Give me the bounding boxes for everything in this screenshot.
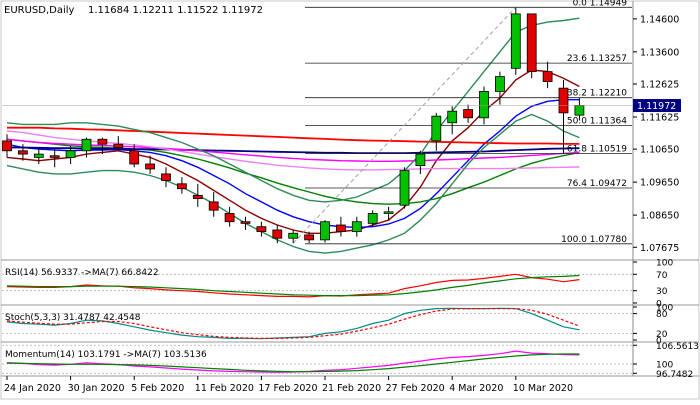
indicator-tick-label: 100 bbox=[656, 361, 673, 371]
moving-average-line bbox=[7, 126, 580, 145]
indicator-tick-label: 30 bbox=[656, 287, 668, 297]
indicator-tick-label: 80 bbox=[656, 310, 668, 320]
indicator-tick-label: 70 bbox=[656, 271, 668, 281]
bullish-candle bbox=[383, 211, 394, 214]
bearish-candle bbox=[224, 213, 235, 223]
bullish-candle bbox=[399, 170, 410, 206]
date-tick-label: 17 Feb 2020 bbox=[258, 383, 317, 394]
date-tick-label: 5 Feb 2020 bbox=[131, 383, 184, 394]
symbol-label: EURUSD,Daily bbox=[4, 5, 75, 16]
bearish-candle bbox=[17, 150, 28, 155]
indicator-series-line bbox=[6, 308, 580, 339]
date-tick-label: 11 Feb 2020 bbox=[195, 383, 254, 394]
fib-level-label: 61.8 1.10519 bbox=[567, 144, 627, 154]
moving-average-line bbox=[6, 113, 580, 254]
rsi-label: RSI(14) 56.9337 ->MA(7) 66.8422 bbox=[5, 268, 159, 278]
bearish-candle bbox=[49, 155, 60, 158]
bearish-candle bbox=[192, 194, 203, 200]
fib-level-label: 0.0 1.14949 bbox=[573, 0, 628, 8]
indicator-tick-label: 100 bbox=[656, 259, 673, 269]
bearish-candle bbox=[240, 221, 251, 224]
price-tick-label: 1.10650 bbox=[640, 145, 679, 156]
bullish-candle bbox=[479, 91, 489, 119]
bullish-candle bbox=[81, 138, 92, 152]
bearish-candle bbox=[2, 140, 12, 152]
bullish-candle bbox=[415, 153, 426, 167]
momentum-label: Momentum(14) 103.1791 ->MA(7) 103.5136 bbox=[5, 350, 207, 360]
bearish-candle bbox=[558, 87, 569, 114]
bullish-candle bbox=[510, 13, 521, 69]
indicator-series-line bbox=[6, 353, 580, 373]
date-tick-label: 10 Mar 2020 bbox=[513, 383, 573, 394]
bullish-candle bbox=[288, 232, 299, 239]
bearish-candle bbox=[208, 201, 219, 211]
bearish-candle bbox=[304, 234, 315, 241]
moving-average-line bbox=[6, 17, 580, 203]
date-tick-label: 30 Jan 2020 bbox=[68, 383, 125, 394]
bearish-candle bbox=[161, 173, 171, 181]
bearish-candle bbox=[335, 224, 346, 233]
price-tick-label: 1.07675 bbox=[640, 243, 679, 254]
indicator-tick-label: 100 bbox=[656, 304, 673, 314]
fib-level-label: 76.4 1.09472 bbox=[567, 179, 627, 189]
bearish-candle bbox=[97, 138, 108, 145]
price-tick-label: 1.09650 bbox=[640, 178, 679, 189]
fib-trendline bbox=[292, 6, 517, 244]
bullish-candle bbox=[494, 76, 505, 92]
fib-level-label: 23.6 1.13257 bbox=[567, 54, 627, 64]
price-tick-label: 1.14600 bbox=[640, 14, 679, 25]
date-tick-label: 21 Feb 2020 bbox=[322, 383, 381, 394]
bullish-candle bbox=[367, 213, 378, 224]
bullish-candle bbox=[431, 115, 442, 142]
date-tick-label: 4 Mar 2020 bbox=[449, 383, 503, 394]
fib-level-label: 100.0 1.07780 bbox=[561, 235, 627, 245]
bearish-candle bbox=[526, 13, 537, 73]
bearish-candle bbox=[145, 163, 156, 170]
date-tick-label: 27 Feb 2020 bbox=[386, 383, 445, 394]
ohlc-label: 1.11684 1.12211 1.11522 1.11972 bbox=[88, 5, 263, 16]
bearish-candle bbox=[176, 183, 187, 190]
stoch-label: Stoch(5,3,3) 31.4787 42.4548 bbox=[5, 313, 141, 323]
indicator-tick-label: 106.5613 bbox=[656, 342, 699, 352]
indicator-tick-label: 96.7482 bbox=[656, 370, 693, 380]
bearish-candle bbox=[463, 109, 474, 119]
bearish-candle bbox=[272, 229, 283, 239]
bearish-candle bbox=[256, 226, 267, 233]
bullish-candle bbox=[65, 150, 76, 158]
bearish-candle bbox=[129, 150, 140, 165]
bullish-candle bbox=[447, 110, 458, 124]
bullish-candle bbox=[351, 221, 362, 233]
current-price-label: 1.11972 bbox=[637, 101, 676, 112]
bullish-candle bbox=[574, 105, 585, 116]
date-tick-label: 24 Jan 2020 bbox=[4, 383, 61, 394]
bearish-candle bbox=[542, 71, 553, 82]
price-tick-label: 1.11625 bbox=[640, 112, 679, 123]
fib-level-label: 38.2 1.12210 bbox=[567, 89, 627, 99]
bearish-candle bbox=[113, 143, 124, 148]
indicator-series-line bbox=[6, 274, 580, 297]
indicator-tick-label: 0 bbox=[656, 300, 662, 310]
bullish-candle bbox=[33, 153, 44, 158]
fib-level-label: 50.0 1.11364 bbox=[567, 117, 627, 127]
price-tick-label: 1.12625 bbox=[640, 79, 679, 90]
indicator-tick-label: 20 bbox=[656, 330, 668, 340]
current-price-badge bbox=[633, 99, 681, 113]
bullish-candle bbox=[320, 221, 330, 241]
price-tick-label: 1.08650 bbox=[640, 211, 679, 222]
price-tick-label: 1.13600 bbox=[640, 47, 679, 58]
indicator-tick-label: 0 bbox=[656, 337, 662, 347]
